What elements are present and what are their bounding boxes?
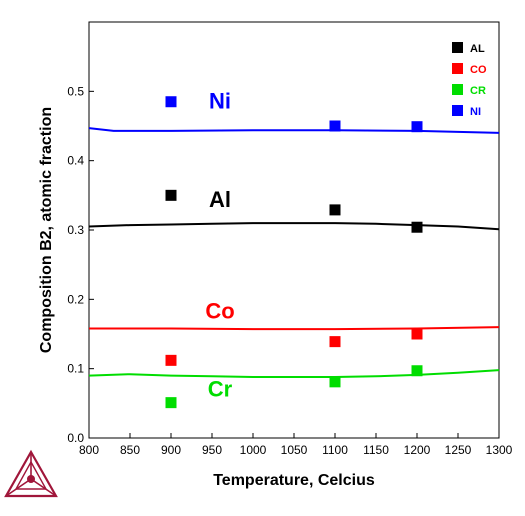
legend-label-co: CO xyxy=(470,64,487,76)
plot-frame xyxy=(88,21,500,439)
x-tick-label: 1250 xyxy=(445,443,472,457)
legend-marker-co xyxy=(452,63,463,74)
point-co xyxy=(329,336,341,348)
series-label-al: Al xyxy=(209,187,231,212)
x-tick-label: 1300 xyxy=(486,443,513,457)
x-tick-label: 1150 xyxy=(363,443,389,457)
legend-label-cr: CR xyxy=(470,85,486,97)
point-ni xyxy=(411,121,423,133)
axis-ticks: 800 850 900 950 1000 1050 1100 1150 1200 1250 1300… xyxy=(67,84,512,457)
point-co xyxy=(165,354,177,366)
logo-icon xyxy=(4,449,58,498)
series-points xyxy=(165,96,423,409)
point-al xyxy=(165,189,177,201)
curve-co xyxy=(89,326,500,331)
point-al xyxy=(329,204,341,216)
point-cr xyxy=(329,376,341,388)
x-tick-label: 1050 xyxy=(281,443,308,457)
point-ni xyxy=(329,120,341,132)
y-tick-label: 0.5 xyxy=(67,84,84,98)
y-tick-label: 0.4 xyxy=(67,154,84,168)
x-tick-label: 1100 xyxy=(322,443,348,457)
x-tick-label: 850 xyxy=(120,443,140,457)
legend-label-ni: NI xyxy=(470,106,481,118)
point-al xyxy=(411,221,423,233)
y-tick-label: 0.2 xyxy=(67,292,84,306)
x-tick-label: 900 xyxy=(161,443,181,457)
point-co xyxy=(411,328,423,340)
y-tick-label: 0.3 xyxy=(67,223,84,237)
legend-marker-al xyxy=(452,42,463,53)
legend: AL CO CR NI xyxy=(452,42,487,118)
x-tick-label: 950 xyxy=(202,443,222,457)
y-tick-label: 0.1 xyxy=(67,362,84,376)
series-label-co: Co xyxy=(205,299,234,324)
y-tick-label: 0.0 xyxy=(67,431,84,445)
point-ni xyxy=(165,96,177,108)
legend-label-al: AL xyxy=(470,43,485,55)
curve-al xyxy=(88,222,500,231)
x-axis-label: Temperature, Celcius xyxy=(213,472,375,489)
series-label-cr: Cr xyxy=(208,376,233,401)
x-tick-label: 800 xyxy=(79,443,99,457)
x-tick-label: 1000 xyxy=(240,443,267,457)
point-cr xyxy=(165,397,177,409)
legend-marker-ni xyxy=(452,105,463,116)
legend-marker-cr xyxy=(452,84,463,95)
series-label-ni: Ni xyxy=(209,89,231,114)
point-cr xyxy=(411,365,423,377)
x-tick-label: 1200 xyxy=(404,443,431,457)
curve-labels: Ni Al Co Cr xyxy=(205,89,234,402)
curve-cr xyxy=(88,369,500,378)
y-axis-label: Composition B2, atomic fraction xyxy=(38,107,55,353)
